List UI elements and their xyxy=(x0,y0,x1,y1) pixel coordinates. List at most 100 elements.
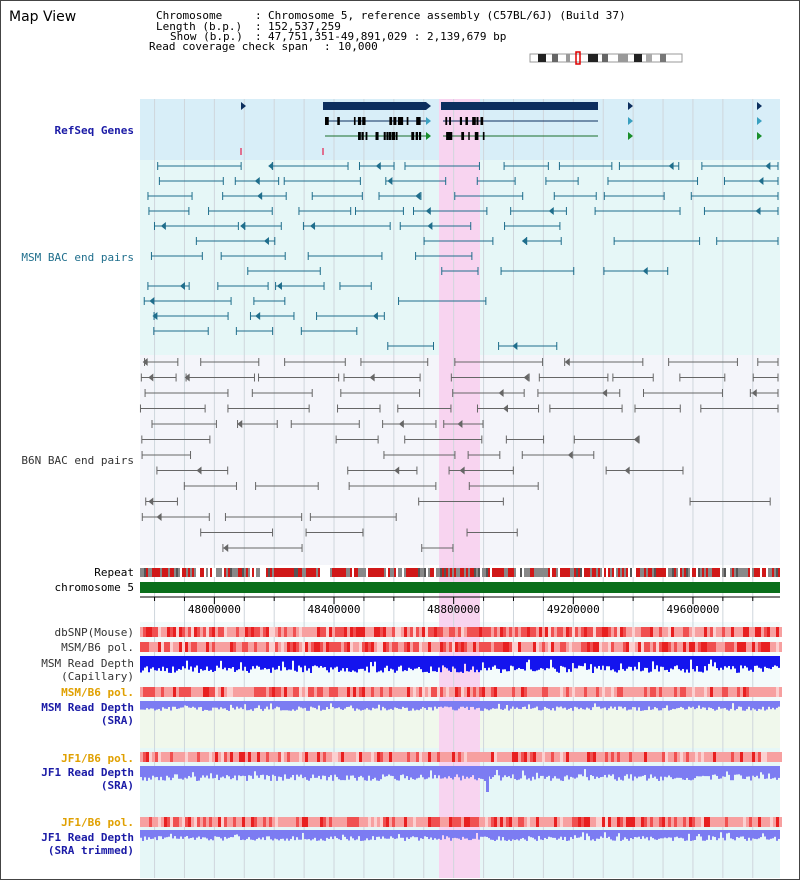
heat-cell xyxy=(329,687,332,697)
heat-cell xyxy=(599,627,602,637)
heat-cell xyxy=(599,752,602,762)
depth-bar xyxy=(158,701,160,709)
heat-cell xyxy=(485,627,488,637)
bac-arrow xyxy=(268,162,274,170)
heat-cell xyxy=(563,642,566,652)
heat-cell xyxy=(608,642,611,652)
depth-spike xyxy=(486,766,489,792)
heat-cell xyxy=(758,642,761,652)
depth-bar xyxy=(374,656,376,662)
depth-bar xyxy=(518,656,520,668)
heat-cell xyxy=(278,687,281,697)
ideogram-band xyxy=(538,54,546,62)
depth-bar xyxy=(636,766,638,779)
heat-cell xyxy=(296,687,299,697)
heat-cell xyxy=(575,752,578,762)
heat-cell xyxy=(641,752,644,762)
heat-cell xyxy=(623,687,626,697)
depth-bar xyxy=(588,830,590,837)
track-label-b6n-bac[interactable]: B6N BAC end pairs xyxy=(21,454,134,467)
depth-bar xyxy=(542,830,544,841)
heat-cell xyxy=(647,687,650,697)
depth-bar xyxy=(678,656,680,670)
repeat-segment xyxy=(300,568,302,577)
heat-cell xyxy=(347,642,350,652)
track-label-msm-bac[interactable]: MSM BAC end pairs xyxy=(21,251,134,264)
heat-cell xyxy=(452,687,455,697)
depth-bar xyxy=(518,830,520,841)
depth-bar xyxy=(678,766,680,778)
repeat-segment xyxy=(168,568,170,577)
heat-cell xyxy=(425,817,428,827)
depth-bar xyxy=(356,766,358,781)
heat-cell xyxy=(479,642,482,652)
depth-bar xyxy=(358,830,360,837)
repeat-segment xyxy=(448,568,450,577)
depth-bar xyxy=(768,656,770,669)
depth-bar xyxy=(596,701,598,707)
repeat-segment xyxy=(528,568,530,577)
heat-cell xyxy=(587,687,590,697)
depth-bar xyxy=(312,766,314,775)
track-label-jf1-read-depth-trimmed[interactable]: JF1 Read Depth (SRA trimmed) xyxy=(41,831,134,857)
depth-bar xyxy=(392,766,394,777)
depth-bar xyxy=(328,701,330,710)
track-label-msm-b6-pol[interactable]: MSM/B6 pol. xyxy=(61,641,134,654)
track-label-jf1-b6-pol-2[interactable]: JF1/B6 pol. xyxy=(61,816,134,829)
depth-bar xyxy=(436,766,438,779)
depth-bar xyxy=(590,766,592,776)
heat-cell xyxy=(530,642,533,652)
depth-bar xyxy=(492,656,494,667)
heat-cell xyxy=(257,642,260,652)
track-label-jf1-b6-pol[interactable]: JF1/B6 pol. xyxy=(61,752,134,765)
heat-cell xyxy=(389,687,392,697)
depth-bar xyxy=(674,830,676,838)
depth-bar xyxy=(648,766,650,779)
heat-cell xyxy=(365,817,368,827)
heat-cell xyxy=(743,642,746,652)
heat-cell xyxy=(521,687,524,697)
depth-bar xyxy=(170,656,172,673)
heat-cell xyxy=(698,627,701,637)
exon xyxy=(361,132,364,140)
depth-bar xyxy=(398,656,400,667)
heat-cell xyxy=(638,642,641,652)
depth-bar xyxy=(756,766,758,776)
heat-cell xyxy=(422,627,425,637)
repeat-segment xyxy=(498,568,500,577)
track-label-jf1-read-depth-sra[interactable]: JF1 Read Depth (SRA) xyxy=(41,766,134,792)
msm-b6-pol-track xyxy=(140,642,782,652)
repeat-segment xyxy=(158,568,160,577)
track-label-msm-read-depth-sra[interactable]: MSM Read Depth (SRA) xyxy=(41,701,134,727)
heat-cell xyxy=(599,817,602,827)
heat-cell xyxy=(725,627,728,637)
repeat-segment xyxy=(518,568,520,577)
track-label-msm-read-depth-capillary[interactable]: MSM Read Depth (Capillary) xyxy=(41,657,134,683)
depth-bar xyxy=(346,830,348,840)
repeat-segment xyxy=(242,568,244,577)
depth-bar xyxy=(330,766,332,776)
depth-bar xyxy=(612,766,614,775)
track-label-dbsnp[interactable]: dbSNP(Mouse) xyxy=(54,626,134,639)
heat-cell xyxy=(539,817,542,827)
depth-bar xyxy=(702,766,704,776)
depth-bar xyxy=(392,701,394,710)
depth-bar xyxy=(324,656,326,668)
depth-bar xyxy=(378,830,380,837)
repeat-segment xyxy=(640,568,642,577)
repeat-segment xyxy=(278,568,280,577)
depth-bar xyxy=(510,701,512,709)
depth-bar xyxy=(146,766,148,781)
track-label-msm-b6-pol-2[interactable]: MSM/B6 pol. xyxy=(61,686,134,699)
heat-cell xyxy=(404,817,407,827)
depth-bar xyxy=(616,830,618,837)
repeat-segment xyxy=(198,568,200,577)
heat-cell xyxy=(422,817,425,827)
depth-bar xyxy=(530,701,532,709)
depth-bar xyxy=(444,830,446,840)
heat-cell xyxy=(491,752,494,762)
bac-arrow xyxy=(394,466,400,475)
depth-bar xyxy=(762,830,764,834)
track-label-refseq[interactable]: RefSeq Genes xyxy=(54,124,134,137)
